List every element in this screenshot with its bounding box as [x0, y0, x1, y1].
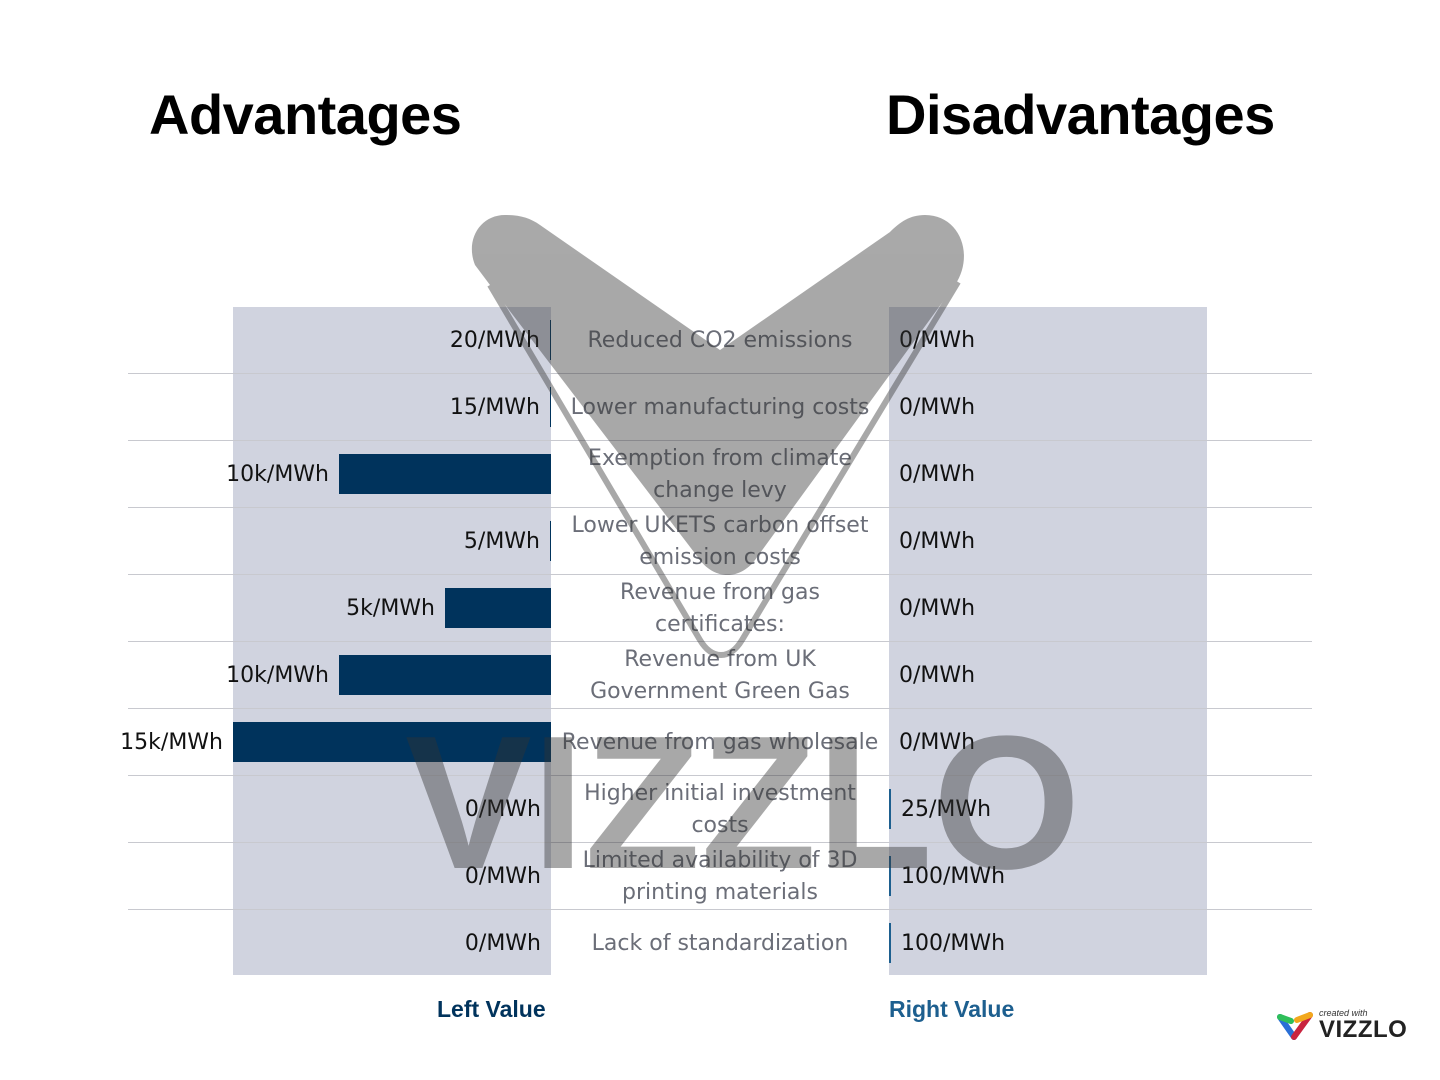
- right-value-label: 100/MWh: [901, 931, 1006, 956]
- chart-row: 20/MWh 0/MWh Reduced CO2 emissions: [128, 307, 1312, 374]
- right-value-label: 0/MWh: [899, 663, 976, 688]
- left-bar: [339, 454, 551, 494]
- row-divider: [128, 909, 1312, 910]
- right-value-label: 0/MWh: [899, 596, 976, 621]
- right-bar: [889, 923, 891, 963]
- right-axis-label: Right Value: [889, 996, 1015, 1022]
- chart-row: 0/MWh 100/MWh Limited availability of 3D p…: [128, 843, 1312, 910]
- right-value-label: 100/MWh: [901, 864, 1006, 889]
- chart-row: 15/MWh 0/MWh Lower manufacturing costs: [128, 374, 1312, 441]
- created-with-text: created with: [1319, 1008, 1368, 1018]
- row-divider: [128, 842, 1312, 843]
- left-bar: [339, 655, 551, 695]
- right-value-label: 0/MWh: [899, 529, 976, 554]
- category-label: Lower UKETS carbon offset emission costs: [571, 512, 869, 570]
- brand-name: VIZZLO: [1319, 1016, 1408, 1043]
- left-bar: [550, 521, 551, 561]
- row-divider: [128, 708, 1312, 709]
- left-value-label: 10k/MWh: [226, 663, 329, 688]
- category-label: Revenue from gas certificates:: [620, 579, 820, 637]
- left-value-label: 15k/MWh: [120, 730, 223, 755]
- chart-row: 10k/MWh 0/MWh Exemption from climate chang…: [128, 441, 1312, 508]
- row-divider: [128, 440, 1312, 441]
- advantages-title: Advantages: [149, 83, 462, 146]
- right-bar: [889, 789, 891, 829]
- category-label: Limited availability of 3D printing mate…: [582, 847, 858, 905]
- row-divider: [128, 507, 1312, 508]
- right-value-label: 0/MWh: [899, 328, 976, 353]
- left-value-label: 20/MWh: [449, 328, 540, 353]
- left-value-label: 10k/MWh: [226, 462, 329, 487]
- chart-row: 0/MWh 100/MWh Lack of standardization: [128, 910, 1312, 977]
- category-label: Reduced CO2 emissions: [587, 327, 853, 353]
- category-label: Lack of standardization: [591, 930, 849, 956]
- row-divider: [128, 574, 1312, 575]
- right-value-label: 0/MWh: [899, 395, 976, 420]
- left-value-label: 0/MWh: [464, 864, 541, 889]
- vizzlo-brand: created with VIZZLO: [1277, 1005, 1422, 1045]
- disadvantages-title: Disadvantages: [886, 83, 1275, 146]
- right-value-label: 25/MWh: [901, 797, 992, 822]
- row-divider: [128, 775, 1312, 776]
- category-label: Revenue from UK Government Green Gas: [590, 646, 850, 704]
- vizzlo-logo-icon: [1277, 1012, 1313, 1040]
- row-divider: [128, 373, 1312, 374]
- category-label: Revenue from gas wholesale: [561, 729, 879, 755]
- chart-row: 5k/MWh 0/MWh Revenue from gas certificates…: [128, 575, 1312, 642]
- chart-row: 10k/MWh 0/MWh Revenue from UK Government G…: [128, 642, 1312, 709]
- left-bar: [233, 722, 551, 762]
- chart-row: 0/MWh 25/MWh Higher initial investment cos…: [128, 776, 1312, 843]
- left-bar: [550, 387, 551, 427]
- right-value-label: 0/MWh: [899, 462, 976, 487]
- right-value-label: 0/MWh: [899, 730, 976, 755]
- left-axis-label: Left Value: [437, 996, 546, 1022]
- left-value-label: 0/MWh: [464, 797, 541, 822]
- category-label: Higher initial investment costs: [584, 780, 856, 838]
- left-value-label: 5/MWh: [463, 529, 540, 554]
- right-bar: [889, 856, 891, 896]
- chart-row: 15k/MWh 0/MWh Revenue from gas wholesale: [120, 709, 1312, 776]
- row-divider: [128, 641, 1312, 642]
- left-value-label: 15/MWh: [449, 395, 540, 420]
- chart-row: 5/MWh 0/MWh Lower UKETS carbon offset emis…: [128, 508, 1312, 575]
- left-bar: [445, 588, 551, 628]
- left-value-label: 0/MWh: [464, 931, 541, 956]
- category-label: Lower manufacturing costs: [570, 394, 870, 420]
- category-label: Exemption from climate change levy: [588, 445, 852, 503]
- left-value-label: 5k/MWh: [346, 596, 435, 621]
- left-bar: [550, 320, 551, 360]
